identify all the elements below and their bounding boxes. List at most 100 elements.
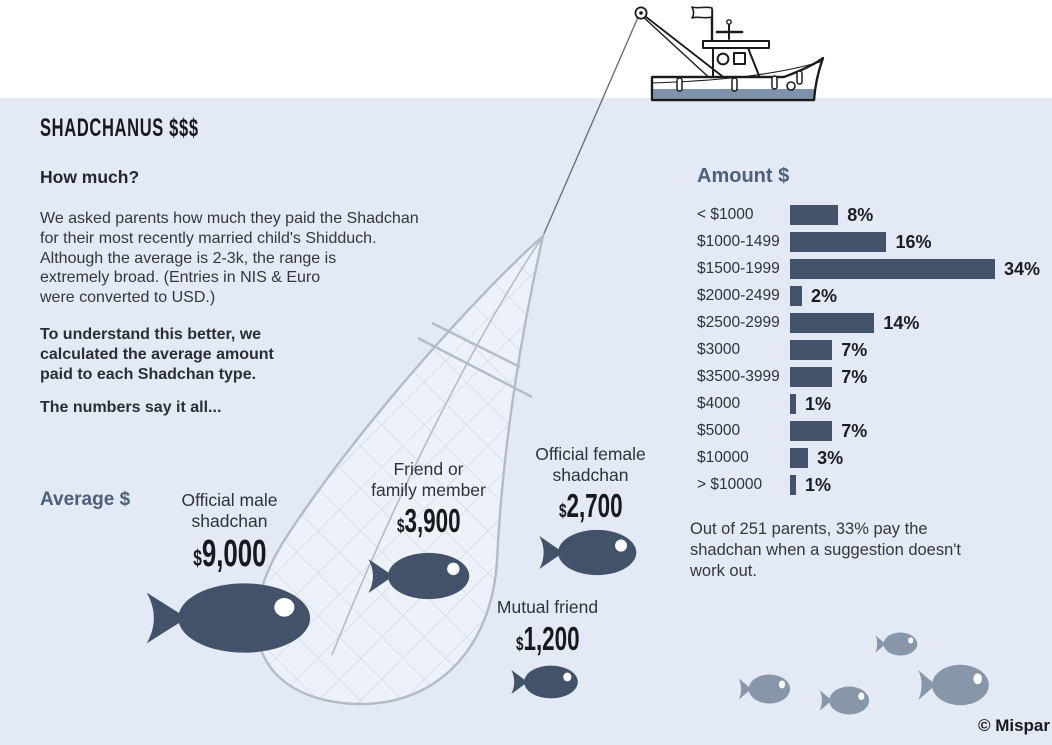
amount-bar-chart: < $1000 8% $1000-1499 16% $1500-1999 34% $2000…	[697, 205, 1052, 505]
boat-flag-icon	[691, 6, 713, 19]
boat-hull-outline	[650, 56, 825, 102]
chart-row-label: $5000	[697, 422, 741, 439]
fish-label: Mutual friend	[496, 597, 599, 617]
fish-icon-mutual-friend	[511, 665, 578, 699]
fish-group-official-male: Official male shadchan $9,000	[137, 490, 322, 576]
chart-bar	[790, 259, 996, 279]
section-heading-how-much: How much?	[40, 167, 140, 187]
chart-row-label: $1500-1999	[697, 260, 780, 277]
intro-paragraph: We asked parents how much they paid the …	[40, 210, 419, 307]
small-fish-icon	[738, 674, 791, 704]
fish-amount-value: 3,900	[404, 502, 461, 540]
lead-in-paragraph: The numbers say it all...	[40, 399, 222, 416]
fishing-boat-illustration	[634, 6, 825, 102]
boat-bow-porthole-icon	[786, 81, 796, 91]
fish-icon-official-female	[539, 529, 637, 576]
boat-bollard	[731, 77, 738, 92]
chart-row: $1500-1999 34%	[697, 259, 1040, 279]
average-heading: Average $	[40, 489, 131, 510]
chart-bar-value: 2%	[811, 285, 838, 306]
chart-bar-value: 1%	[805, 474, 832, 495]
chart-bar-value: 7%	[841, 366, 868, 387]
chart-bar	[790, 448, 809, 468]
fish-amount-value: 2,700	[566, 487, 623, 525]
chart-row-label: < $1000	[697, 206, 754, 223]
chart-bar-value: 7%	[841, 420, 868, 441]
chart-row-label: $1000-1499	[697, 233, 780, 250]
sky-band	[0, 0, 1052, 98]
chart-bar	[790, 421, 833, 441]
chart-row-label: $3000	[697, 341, 741, 358]
chart-bar	[790, 394, 797, 414]
fish-icon-official-male	[146, 583, 311, 653]
page-title: SHADCHANUS $$$	[40, 114, 199, 142]
boat-window-icon	[733, 52, 746, 65]
chart-row: > $10000 1%	[697, 475, 831, 495]
chart-bar-value: 8%	[847, 204, 874, 225]
boat-sheer-line	[651, 61, 821, 84]
chart-row-label: $3500-3999	[697, 368, 780, 385]
fish-amount-value: 9,000	[201, 533, 267, 576]
fish-amount-value: 1,200	[523, 619, 580, 657]
chart-row: $2000-2499 2%	[697, 286, 837, 306]
currency-symbol: $	[192, 545, 202, 572]
chart-row-label: $4000	[697, 395, 741, 412]
chart-bar-value: 16%	[895, 231, 932, 252]
net-reinforcement-lines	[417, 321, 533, 399]
boat-bollard	[676, 77, 683, 92]
footnote-text: Out of 251 parents, 33% pay the shadchan…	[690, 520, 962, 580]
net-rope	[542, 14, 640, 237]
chart-row: $4000 1%	[697, 394, 831, 414]
chart-row-label: $10000	[697, 449, 749, 466]
chart-bar	[790, 340, 833, 360]
chart-row: < $1000 8%	[697, 205, 873, 225]
boat-bollard	[771, 75, 778, 90]
net-seam	[331, 235, 544, 656]
fish-group-friend-family: Friend or family member $3,900	[336, 459, 521, 540]
fish-icon-friend-family	[368, 552, 470, 600]
boat-porthole-icon	[716, 52, 730, 66]
fish-amount: $1,200	[455, 620, 640, 658]
fish-group-mutual-friend: Mutual friend $1,200	[455, 597, 640, 658]
chart-row: $5000 7%	[697, 421, 867, 441]
fish-label: Official male shadchan	[181, 490, 278, 531]
fish-amount: $2,700	[498, 487, 683, 525]
chart-bar	[790, 232, 887, 252]
chart-row: $1000-1499 16%	[697, 232, 932, 252]
boat-hull-band	[653, 89, 815, 99]
chart-row-label: > $10000	[697, 476, 763, 493]
small-fish-icon	[918, 664, 989, 706]
chart-bar-value: 14%	[883, 312, 920, 333]
fish-amount: $9,000	[137, 533, 322, 576]
chart-row-label: $2500-2999	[697, 314, 780, 331]
method-paragraph: To understand this better, we calculated…	[40, 326, 274, 383]
small-fish-icon	[875, 632, 918, 656]
chart-row: $3000 7%	[697, 340, 867, 360]
boat-bollard	[796, 70, 803, 85]
chart-bar-value: 7%	[841, 339, 868, 360]
fish-label: Official female shadchan	[535, 444, 646, 485]
boat-pulley-pin	[639, 11, 643, 15]
currency-symbol: $	[515, 632, 524, 655]
chart-bar	[790, 475, 797, 495]
chart-bar-value: 1%	[805, 393, 832, 414]
fish-label: Friend or family member	[371, 459, 486, 500]
net-mesh	[255, 232, 545, 706]
fish-amount: $3,900	[336, 502, 521, 540]
chart-bar	[790, 286, 803, 306]
copyright-credit: © Mispar	[977, 716, 1050, 735]
chart-row: $2500-2999 14%	[697, 313, 919, 333]
chart-row-label: $2000-2499	[697, 287, 780, 304]
chart-bar	[790, 367, 833, 387]
chart-row: $3500-3999 7%	[697, 367, 867, 387]
boat-mast-light	[726, 19, 732, 25]
currency-symbol: $	[558, 500, 567, 523]
chart-bar-value: 34%	[1004, 258, 1041, 279]
boat-cabin-roof	[702, 40, 770, 49]
fish-group-official-female: Official female shadchan $2,700	[498, 444, 683, 525]
small-fish-icon	[819, 686, 870, 715]
chart-bar	[790, 313, 875, 333]
chart-bar-value: 3%	[817, 447, 844, 468]
